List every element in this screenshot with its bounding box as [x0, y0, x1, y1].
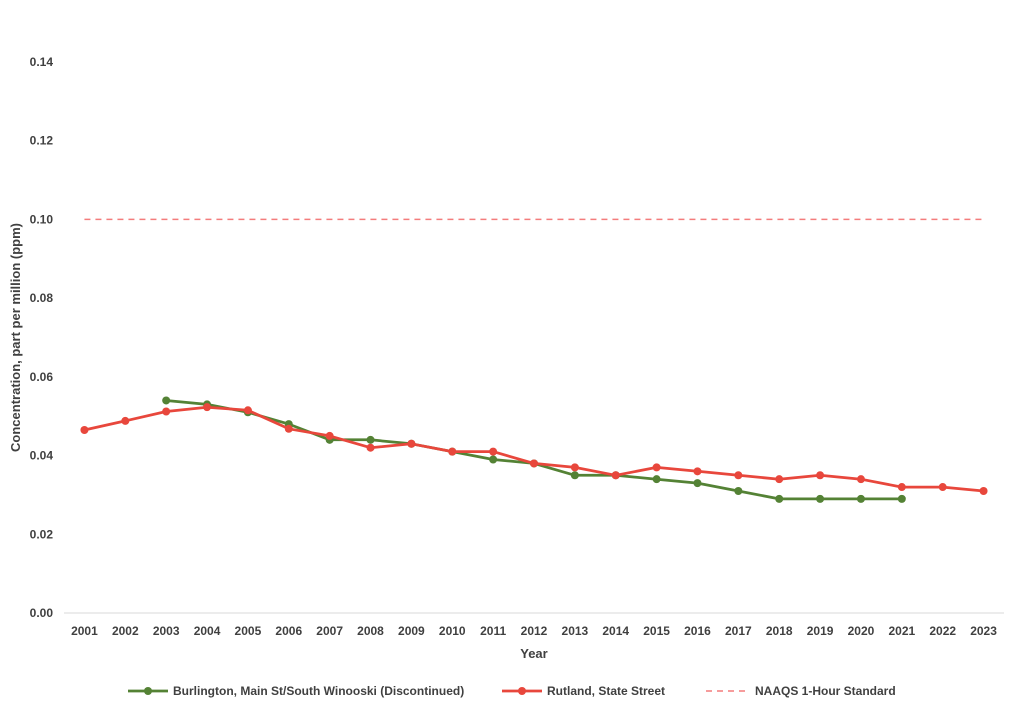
data-point — [162, 396, 171, 405]
data-point — [775, 494, 784, 503]
data-point — [652, 475, 661, 484]
x-tick-label: 2017 — [725, 624, 752, 638]
data-point — [693, 479, 702, 488]
data-point — [325, 431, 334, 440]
legend-item: Rutland, State Street — [502, 684, 665, 698]
legend-label: NAAQS 1-Hour Standard — [755, 684, 896, 698]
y-tick-label: 0.12 — [30, 134, 54, 148]
data-point — [816, 471, 825, 480]
x-tick-label: 2006 — [275, 624, 302, 638]
x-tick-label: 2011 — [480, 624, 506, 638]
x-tick-label: 2020 — [848, 624, 875, 638]
x-tick-label: 2014 — [602, 624, 629, 638]
data-point — [897, 483, 906, 492]
series-1 — [80, 403, 988, 495]
data-point — [366, 435, 375, 444]
data-point — [407, 439, 416, 448]
x-tick-label: 2022 — [929, 624, 956, 638]
x-tick-label: 2008 — [357, 624, 384, 638]
x-tick-label: 2010 — [439, 624, 466, 638]
series-line — [84, 405, 984, 493]
data-point — [979, 486, 988, 495]
x-tick-label: 2003 — [153, 624, 180, 638]
legend-label: Burlington, Main St/South Winooski (Disc… — [173, 684, 464, 698]
series-layer — [80, 218, 988, 503]
data-point — [489, 455, 498, 464]
x-tick-label: 2001 — [71, 624, 98, 638]
x-tick-label: 2019 — [807, 624, 834, 638]
x-tick-label: 2018 — [766, 624, 793, 638]
series-line — [166, 399, 902, 501]
data-point — [121, 416, 130, 425]
y-axis-ticks: 0.00 0.02 0.04 0.06 0.08 0.10 0.12 0.14 — [30, 55, 54, 620]
series-0 — [162, 396, 906, 503]
data-point — [530, 459, 538, 468]
data-point — [366, 443, 375, 452]
data-point — [448, 447, 457, 456]
x-axis-title: Year — [520, 646, 547, 661]
y-tick-label: 0.08 — [30, 291, 54, 305]
x-axis-ticks: 2001 2002 2003 2004 2005 2006 2007 2008 2009 2010… — [71, 624, 997, 638]
data-point — [570, 463, 579, 472]
data-point — [856, 494, 865, 503]
y-tick-label: 0.00 — [30, 606, 54, 620]
data-point — [816, 494, 825, 503]
y-tick-label: 0.06 — [30, 370, 54, 384]
data-point — [284, 424, 293, 433]
x-tick-label: 2021 — [888, 624, 915, 638]
data-point — [693, 467, 702, 476]
data-point — [162, 407, 171, 416]
x-tick-label: 2016 — [684, 624, 711, 638]
data-point — [489, 447, 498, 456]
x-tick-label: 2009 — [398, 624, 425, 638]
data-point — [243, 406, 252, 415]
x-tick-label: 2015 — [643, 624, 670, 638]
y-tick-label: 0.14 — [30, 55, 54, 69]
x-tick-label: 2007 — [316, 624, 343, 638]
legend: Burlington, Main St/South Winooski (Disc… — [128, 684, 896, 698]
legend-marker — [144, 687, 152, 695]
data-point — [938, 483, 947, 492]
legend-marker — [518, 687, 526, 695]
y-axis-title: Concentration, part per million (ppm) — [8, 223, 23, 452]
data-point — [775, 475, 784, 484]
data-point — [897, 494, 906, 503]
data-point — [652, 463, 661, 472]
x-tick-label: 2023 — [970, 624, 997, 638]
y-tick-label: 0.04 — [30, 449, 54, 463]
x-tick-label: 2013 — [562, 624, 589, 638]
legend-label: Rutland, State Street — [547, 684, 665, 698]
data-point — [80, 425, 89, 434]
data-point — [203, 403, 212, 412]
x-tick-label: 2004 — [194, 624, 221, 638]
x-tick-label: 2005 — [235, 624, 262, 638]
data-point — [856, 475, 865, 484]
data-point — [734, 471, 743, 480]
data-point — [570, 471, 579, 480]
data-point — [734, 486, 743, 495]
x-tick-label: 2002 — [112, 624, 139, 638]
data-point — [611, 471, 620, 480]
y-tick-label: 0.02 — [30, 527, 54, 541]
x-tick-label: 2012 — [521, 624, 548, 638]
y-tick-label: 0.10 — [30, 212, 54, 226]
legend-item: Burlington, Main St/South Winooski (Disc… — [128, 684, 464, 698]
legend-item: NAAQS 1-Hour Standard — [706, 684, 896, 698]
